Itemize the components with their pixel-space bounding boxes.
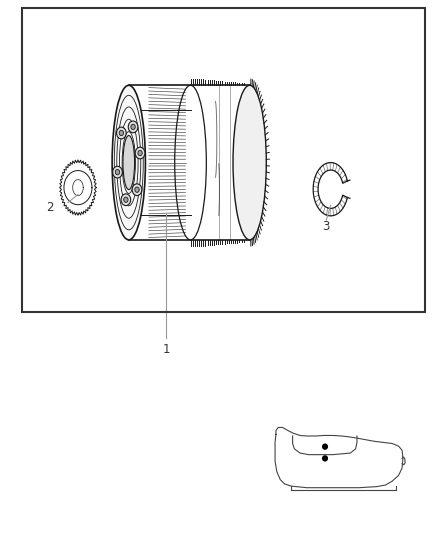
Ellipse shape bbox=[131, 124, 135, 130]
Ellipse shape bbox=[322, 443, 328, 450]
Ellipse shape bbox=[322, 455, 328, 462]
Ellipse shape bbox=[135, 187, 139, 192]
Ellipse shape bbox=[138, 150, 142, 156]
Ellipse shape bbox=[119, 131, 124, 136]
Ellipse shape bbox=[121, 194, 131, 206]
Ellipse shape bbox=[132, 184, 142, 196]
Ellipse shape bbox=[123, 135, 134, 190]
Ellipse shape bbox=[124, 197, 128, 203]
Text: 1: 1 bbox=[162, 343, 170, 356]
Text: 3: 3 bbox=[323, 220, 330, 233]
Ellipse shape bbox=[233, 85, 266, 240]
Ellipse shape bbox=[128, 121, 138, 133]
Ellipse shape bbox=[135, 147, 145, 159]
Ellipse shape bbox=[113, 166, 122, 178]
Ellipse shape bbox=[117, 127, 126, 139]
Ellipse shape bbox=[112, 85, 145, 240]
Bar bbox=[22, 8, 425, 312]
Text: 2: 2 bbox=[46, 201, 54, 214]
Ellipse shape bbox=[115, 169, 120, 175]
